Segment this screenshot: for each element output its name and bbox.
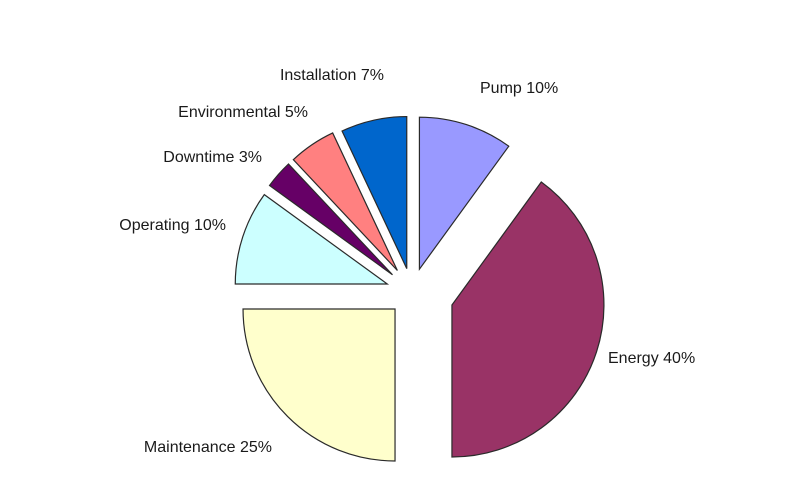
pie-slice-environmental	[292, 132, 398, 271]
pie-slice-downtime	[268, 163, 393, 276]
pie-label-environmental: Environmental 5%	[178, 104, 308, 121]
pie-label-maintenance: Maintenance 25%	[144, 439, 272, 456]
pie-slice-energy	[451, 181, 605, 458]
pie-label-energy: Energy 40%	[608, 350, 695, 367]
pie-slice-installation	[341, 115, 408, 269]
pie-label-downtime: Downtime 3%	[163, 149, 262, 166]
pie-slice-maintenance	[242, 308, 396, 462]
pie-slices	[234, 115, 605, 462]
pie-label-pump: Pump 10%	[480, 80, 558, 97]
pie-label-operating: Operating 10%	[119, 217, 226, 234]
pie-slice-pump	[418, 116, 510, 272]
pie-labels: Pump 10% Energy 40% Maintenance 25% Operati…	[119, 67, 695, 456]
pie-slice-operating	[234, 193, 390, 285]
pie-label-installation: Installation 7%	[280, 67, 384, 84]
